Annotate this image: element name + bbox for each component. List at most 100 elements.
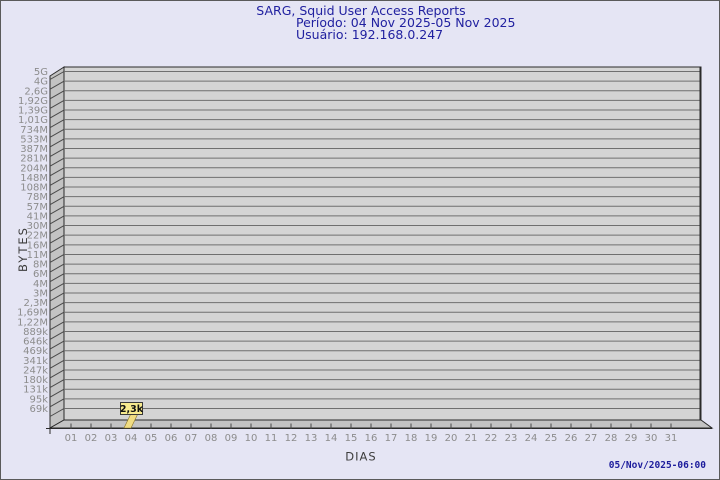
wall-tick [49, 254, 65, 263]
wall-tick [49, 408, 65, 417]
x-tick-label: 29 [625, 433, 638, 444]
y-tick-label: 646k [23, 337, 48, 348]
wall-tick [49, 109, 65, 119]
x-tick-label: 04 [125, 433, 138, 444]
y-tick-label: 95k [29, 394, 48, 405]
wall-tick [49, 263, 65, 273]
y-tick-label: 1,01G [18, 115, 48, 126]
y-tick-label: 533M [20, 134, 48, 145]
wall-tick [49, 331, 65, 340]
wall-tick [49, 148, 65, 157]
y-tick-label: 3M [33, 288, 48, 299]
x-tick-label: 23 [505, 433, 518, 444]
wall-tick [49, 273, 65, 283]
y-tick-label: 30M [27, 221, 48, 232]
wall-tick [49, 311, 65, 321]
wall-tick [49, 302, 65, 312]
y-tick-label: 281M [20, 154, 48, 165]
y-tick-label: 1,92G [18, 96, 48, 107]
x-tick-label: 06 [165, 433, 178, 444]
report-period: Período: 04 Nov 2025-05 Nov 2025 [296, 15, 516, 30]
x-tick-label: 30 [645, 433, 658, 444]
y-tick-label: 247k [23, 365, 48, 376]
y-tick-label: 734M [20, 125, 48, 136]
x-tick-label: 24 [525, 433, 538, 444]
wall-tick [49, 350, 65, 360]
x-tick-label: 13 [305, 433, 318, 444]
y-tick-label: 108M [20, 183, 48, 194]
wall-tick [49, 176, 65, 186]
y-tick-label: 16M [27, 240, 48, 251]
plot-floor [48, 419, 714, 429]
wall-tick [49, 379, 65, 389]
x-tick-label: 20 [445, 433, 458, 444]
y-tick-label: 5G [34, 67, 48, 78]
page-title: SARG, Squid User Access Reports [256, 3, 466, 18]
data-point-flag [120, 402, 143, 415]
x-tick-label: 15 [345, 433, 358, 444]
generation-timestamp: 05/Nov/2025-06:00 [608, 460, 706, 471]
x-tick-label: 05 [145, 433, 158, 444]
y-tick-label: 69k [29, 404, 48, 415]
report-subtitle: Período: 04 Nov 2025-05 Nov 2025 Usuário… [296, 15, 516, 42]
wall-tick [49, 244, 65, 254]
y-tick-label: 22M [27, 231, 48, 242]
wall-tick [49, 186, 65, 196]
y-tick-label: 78M [27, 192, 48, 203]
wall-tick [49, 157, 65, 167]
y-tick-label: 2,3M [23, 298, 48, 309]
wall-tick [49, 225, 65, 234]
y-tick-label: 11M [27, 250, 48, 261]
report-user: Usuário: 192.168.0.247 [296, 27, 444, 42]
wall-tick [49, 292, 65, 302]
wall-tick [49, 205, 65, 215]
wall-tick [49, 359, 65, 369]
y-tick-label: 4M [33, 279, 48, 290]
y-tick-label: 57M [27, 202, 48, 213]
y-tick-label: 204M [20, 163, 48, 174]
x-tick-label: 18 [405, 433, 418, 444]
x-tick-label: 26 [565, 433, 578, 444]
y-tick-label: 131k [23, 385, 48, 396]
plot-face [63, 66, 702, 421]
x-tick-label: 03 [105, 433, 118, 444]
x-tick-label: 21 [465, 433, 478, 444]
y-tick-label: 8M [33, 260, 48, 271]
y-tick-label: 1,39G [18, 106, 48, 117]
y-tick-label: 2,6G [24, 86, 48, 97]
wall-tick [49, 167, 65, 177]
x-tick-label: 10 [245, 433, 258, 444]
x-tick-label: 14 [325, 433, 338, 444]
wall-tick [49, 388, 65, 398]
wall-tick [49, 369, 65, 379]
x-tick-label: 25 [545, 433, 558, 444]
x-tick-label: 01 [65, 433, 78, 444]
y-axis-title: BYTES [16, 226, 30, 272]
wall-tick [49, 90, 65, 100]
wall-tick [49, 234, 65, 244]
y-tick-label: 6M [33, 269, 48, 280]
wall-tick [49, 138, 65, 148]
x-tick-label: 28 [605, 433, 618, 444]
x-tick-label: 31 [665, 433, 678, 444]
x-tick-label: 02 [85, 433, 98, 444]
y-tick-label: 1,69M [17, 308, 48, 319]
y-tick-label: 4G [34, 77, 48, 88]
y-tick-label: 180k [23, 375, 48, 386]
wall-tick [49, 340, 65, 350]
wall-tick [49, 398, 65, 408]
x-axis-title: DIAS [345, 450, 376, 464]
y-tick-label: 341k [23, 356, 48, 367]
wall-tick [49, 196, 65, 206]
y-tick-label: 889k [23, 327, 48, 338]
x-tick-label: 16 [365, 433, 378, 444]
wall-tick [49, 80, 65, 90]
y-tick-label: 469k [23, 346, 48, 357]
x-tick-label: 11 [265, 433, 278, 444]
wall-tick [49, 128, 65, 138]
x-tick-label: 19 [425, 433, 438, 444]
x-tick-label: 12 [285, 433, 298, 444]
wall-tick [49, 215, 65, 225]
x-tick-label: 08 [205, 433, 218, 444]
